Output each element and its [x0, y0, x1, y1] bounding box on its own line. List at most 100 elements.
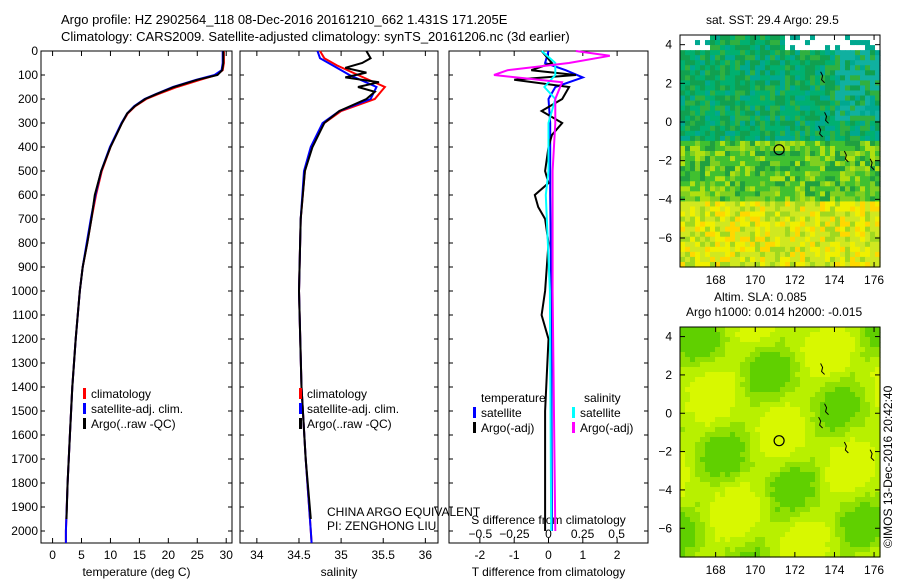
map-cell [810, 181, 816, 187]
map-cell [710, 432, 716, 438]
map-cell [760, 186, 766, 192]
map-cell [730, 241, 736, 248]
map-cell [870, 216, 876, 223]
map-cell [720, 85, 726, 92]
map-cell [705, 427, 711, 433]
map-cell [705, 447, 711, 453]
x-tick-label: 10 [104, 548, 118, 562]
map-cell [720, 95, 726, 102]
map-cell [775, 201, 781, 208]
map-cell [820, 477, 826, 483]
map-cell [695, 50, 701, 56]
map-cell [740, 130, 746, 137]
map-cell [875, 191, 881, 197]
map-cell [850, 342, 856, 348]
map-cell [840, 327, 846, 333]
map-cell [715, 347, 721, 353]
map-cell [790, 45, 796, 51]
map-cell [750, 482, 756, 488]
map-cell [725, 332, 731, 338]
map-cell [850, 337, 856, 343]
map-cell [700, 50, 706, 56]
map-cell [875, 452, 881, 458]
map-cell [730, 40, 736, 46]
map-cell [780, 427, 786, 433]
map-cell [710, 105, 716, 112]
map-cell [750, 442, 756, 448]
map-cell [765, 432, 771, 438]
map-cell [690, 90, 696, 97]
map-cell [850, 382, 856, 388]
map-cell [805, 100, 811, 107]
map-cell [845, 422, 851, 428]
map-cell [730, 447, 736, 453]
map-cell [760, 125, 766, 132]
map-cell [755, 145, 761, 152]
map-cell [825, 477, 831, 483]
map-cell [840, 397, 846, 403]
map-cell [715, 432, 721, 438]
map-cell [835, 191, 841, 197]
map-cell [785, 527, 791, 533]
map-cell [695, 45, 701, 51]
map-cell [795, 492, 801, 498]
map-cell [680, 261, 686, 268]
map-cell [795, 261, 801, 268]
map-cell [840, 542, 846, 548]
map-cell [700, 437, 706, 443]
map-cell [715, 467, 721, 473]
map-cell [740, 492, 746, 498]
coastline [843, 150, 849, 163]
map-cell [700, 171, 706, 177]
map-cell [845, 70, 851, 76]
map-cell [725, 392, 731, 398]
map-cell [725, 442, 731, 448]
map-cell [695, 125, 701, 132]
map-cell [810, 382, 816, 388]
map-cell [765, 216, 771, 223]
map-cell [690, 327, 696, 333]
map-cell [735, 462, 741, 468]
map-cell [790, 412, 796, 418]
map-cell [740, 140, 746, 147]
map-cell [715, 437, 721, 443]
map-cell [715, 537, 721, 543]
map-cell [735, 467, 741, 473]
sla-map-title: Altim. SLA: 0.085 [714, 290, 807, 304]
map-cell [750, 377, 756, 383]
map-cell [850, 231, 856, 238]
map-cell [710, 442, 716, 448]
map-cell [835, 482, 841, 488]
map-cell [815, 397, 821, 403]
map-cell [725, 512, 731, 518]
map-cell [790, 201, 796, 208]
map-cell [855, 181, 861, 187]
map-cell [825, 387, 831, 393]
map-cell [755, 216, 761, 223]
map-cell [760, 231, 766, 238]
map-cell [865, 85, 871, 92]
map-cell [855, 332, 861, 338]
map-cell [690, 527, 696, 533]
map-cell [845, 432, 851, 438]
map-cell [790, 347, 796, 353]
map-cell [855, 196, 861, 203]
map-cell [845, 216, 851, 223]
map-cell [760, 382, 766, 388]
map-cell [855, 115, 861, 122]
map-cell [855, 241, 861, 248]
map-cell [755, 261, 761, 268]
map-cell [745, 171, 751, 177]
map-cell [680, 100, 686, 107]
map-cell [800, 145, 806, 152]
map-cell [680, 65, 686, 71]
map-cell [805, 60, 811, 66]
map-cell [800, 120, 806, 127]
map-cell [685, 221, 691, 228]
map-cell [790, 422, 796, 428]
map-cell [735, 392, 741, 398]
map-cell [695, 156, 701, 162]
map-cell [825, 191, 831, 197]
map-cell [735, 537, 741, 543]
map-cell [850, 492, 856, 498]
